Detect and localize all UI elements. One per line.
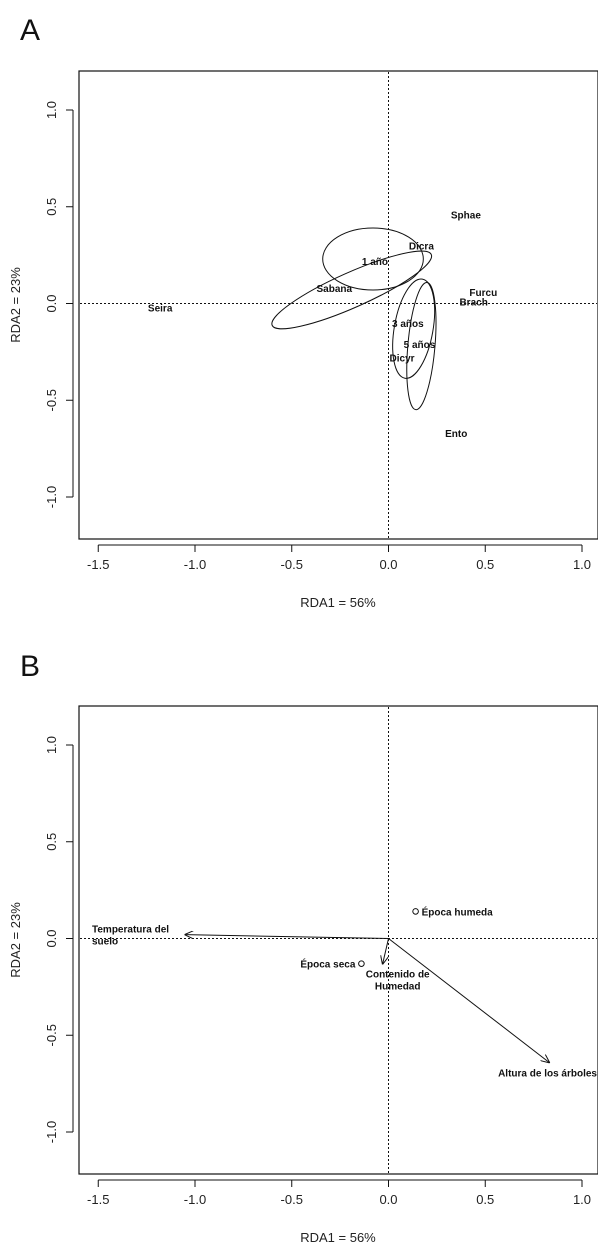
point-label: Dicra xyxy=(409,241,434,252)
point-label: Brach xyxy=(459,298,487,309)
point-label: Furcu xyxy=(469,288,497,299)
point-label: 1 año xyxy=(362,257,388,268)
arrow-label: Humedad xyxy=(375,982,421,993)
panel-a-reference-lines xyxy=(80,72,597,538)
panel-b-plot-frame xyxy=(78,705,598,1175)
y-tick-label: 0.0 xyxy=(44,929,59,947)
arrow-label: Temperatura del xyxy=(92,925,169,936)
x-tick-label: -0.5 xyxy=(281,557,303,572)
env-arrow xyxy=(388,938,550,1063)
point-label: 5 años xyxy=(404,340,436,351)
panel-b: B -1.5 -1.0 -0.5 0.0 0.5 1.0 -1.0 -0.5 0.0 0.5 1.… xyxy=(8,650,598,1245)
panel-b-reference-lines xyxy=(80,707,597,1173)
point-marker xyxy=(358,960,365,967)
y-tick-label: 0.5 xyxy=(44,198,59,216)
arrow-label: suelo xyxy=(92,937,118,948)
y-tick-label: -0.5 xyxy=(44,389,59,411)
x-tick-label: 1.0 xyxy=(573,557,591,572)
x-tick-label: 0.0 xyxy=(379,557,397,572)
y-tick-label: -1.0 xyxy=(44,1121,59,1143)
arrow-label: Altura de los árboles xyxy=(498,1068,597,1079)
panel-b-x-axis: -1.5 -1.0 -0.5 0.0 0.5 1.0 xyxy=(87,1179,591,1207)
x-tick-label: -0.5 xyxy=(281,1192,303,1207)
point-label: 3 años xyxy=(392,319,424,330)
arrow-label: Contenido de xyxy=(366,970,430,981)
point-label: Sphae xyxy=(451,210,481,221)
panel-b-y-axis-title: RDA2 = 23% xyxy=(8,902,23,978)
x-tick-label: -1.0 xyxy=(184,1192,206,1207)
ellipse-1-año xyxy=(322,227,424,291)
point-label: Dicyr xyxy=(390,354,415,365)
ellipse-Sabana xyxy=(271,250,433,330)
y-tick-label: -0.5 xyxy=(44,1024,59,1046)
panel-a-x-axis: -1.5 -1.0 -0.5 0.0 0.5 1.0 xyxy=(87,544,591,572)
panel-a-x-axis-title: RDA1 = 56% xyxy=(300,595,376,610)
env-arrow xyxy=(185,935,389,939)
panel-a-plot-frame xyxy=(78,70,598,540)
ellipse-3-años xyxy=(392,278,436,379)
ellipse-5-años xyxy=(406,281,437,411)
point-label: Época humeda xyxy=(422,905,494,918)
y-tick-label: 1.0 xyxy=(44,101,59,119)
y-tick-label: 0.5 xyxy=(44,833,59,851)
point-label: Seira xyxy=(148,303,173,314)
y-tick-label: 1.0 xyxy=(44,736,59,754)
panel-b-x-axis-title: RDA1 = 56% xyxy=(300,1230,376,1245)
panel-b-letter: B xyxy=(20,650,40,683)
point-label: Sabana xyxy=(317,284,353,295)
x-tick-label: -1.5 xyxy=(87,1192,109,1207)
panel-a: A -1.5 -1.0 -0.5 0.0 0.5 1.0 -1.0 -0.5 0.0 0.5 1.… xyxy=(8,14,598,610)
x-tick-label: 0.5 xyxy=(476,557,494,572)
panel-a-y-axis-title: RDA2 = 23% xyxy=(8,267,23,343)
panel-a-ellipses xyxy=(271,227,437,411)
point-label: Ento xyxy=(445,429,467,440)
env-arrow xyxy=(383,938,389,964)
x-tick-label: -1.5 xyxy=(87,557,109,572)
panel-b-y-axis: -1.0 -0.5 0.0 0.5 1.0 xyxy=(44,736,74,1143)
panel-b-points: Época humeda Época seca xyxy=(300,905,493,970)
x-tick-label: 0.5 xyxy=(476,1192,494,1207)
y-tick-label: -1.0 xyxy=(44,486,59,508)
x-tick-label: 0.0 xyxy=(379,1192,397,1207)
x-tick-label: 1.0 xyxy=(573,1192,591,1207)
panel-a-letter: A xyxy=(20,14,40,47)
panel-a-y-axis: -1.0 -0.5 0.0 0.5 1.0 xyxy=(44,101,74,508)
y-tick-label: 0.0 xyxy=(44,294,59,312)
x-tick-label: -1.0 xyxy=(184,557,206,572)
point-label: Época seca xyxy=(300,958,355,971)
point-marker xyxy=(412,908,419,915)
